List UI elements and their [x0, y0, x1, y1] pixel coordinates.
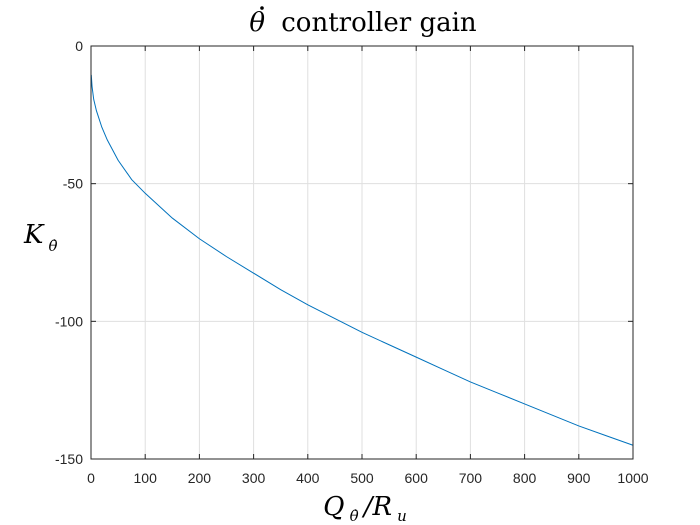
x-label-rest: /R [361, 492, 392, 522]
x-tick-label: 900 [567, 470, 591, 486]
x-tick-label: 700 [459, 470, 483, 486]
plot-line-layer [90, 74, 634, 446]
x-tick-label: 300 [242, 470, 266, 486]
title-text: controller gain [281, 8, 477, 38]
x-tick-labels: 0 100 200 300 400 500 600 700 800 900 1000 [87, 470, 649, 486]
x-tick-label: 500 [350, 470, 374, 486]
y-label-main: K [23, 220, 45, 250]
y-tick-label: 0 [75, 38, 83, 54]
grid-lines [90, 45, 634, 460]
x-label-sub: θ̇ [350, 507, 359, 525]
x-tick-label: 800 [513, 470, 537, 486]
x-tick-label: 100 [134, 470, 158, 486]
chart-title: θ controller gain [249, 8, 477, 38]
x-label-rest-sub: u [397, 507, 407, 525]
y-label-sub: θ̇ [49, 237, 58, 255]
x-tick-label: 1000 [617, 470, 648, 486]
x-tick-label: 0 [87, 470, 95, 486]
y-tick-label: -50 [63, 176, 83, 192]
title-dot [260, 6, 264, 10]
y-tick-label: -100 [55, 313, 83, 329]
y-tick-label: -150 [55, 451, 83, 467]
y-tick-labels: 0 -50 -100 -150 [55, 38, 83, 467]
tick-marks [90, 45, 634, 460]
y-axis-label: K θ̇ [23, 220, 58, 255]
x-tick-label: 600 [405, 470, 429, 486]
x-tick-label: 400 [296, 470, 320, 486]
title-symbol: θ [249, 8, 265, 38]
x-label-main: Q [323, 492, 344, 522]
x-tick-label: 200 [188, 470, 212, 486]
series-line [90, 74, 634, 446]
x-axis-label: Q θ̇ /R u [323, 492, 407, 525]
